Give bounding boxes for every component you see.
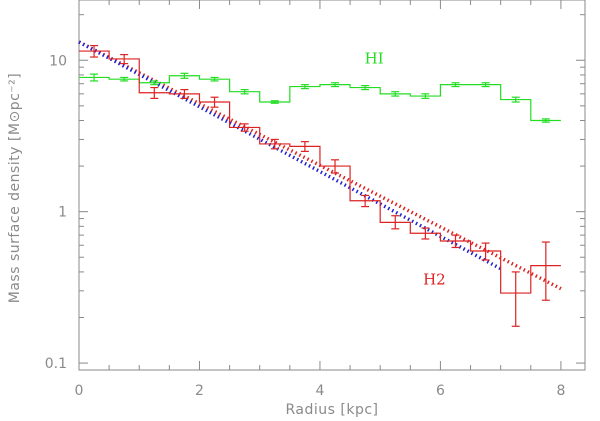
x-tick-label: 0 bbox=[75, 383, 84, 399]
y-tick-label: 1 bbox=[58, 205, 67, 221]
series-layer bbox=[79, 44, 561, 327]
y-tick-label: 10 bbox=[49, 53, 67, 69]
plot-frame bbox=[78, 0, 586, 371]
series-hi bbox=[79, 72, 561, 123]
y-axis-title: Mass surface density [M⊙pc⁻²] bbox=[7, 73, 23, 304]
x-tick-label: 8 bbox=[556, 383, 565, 399]
x-tick-label: 4 bbox=[315, 383, 324, 399]
x-axis-title: Radius [kpc] bbox=[285, 402, 378, 418]
series-label-h2: H2 bbox=[423, 271, 446, 289]
annotation-layer: HI H2 bbox=[365, 50, 446, 289]
x-tick-label: 6 bbox=[436, 383, 445, 399]
step-line bbox=[79, 50, 561, 294]
step-line bbox=[79, 75, 561, 122]
fit-line bbox=[78, 40, 502, 271]
x-tick-label: 2 bbox=[195, 383, 204, 399]
axis-ticks: 0 2 4 6 8 0.1 1 10 bbox=[45, 0, 585, 399]
series-h2 bbox=[79, 44, 561, 327]
series-label-hi: HI bbox=[365, 50, 384, 68]
y-tick-label: 0.1 bbox=[45, 356, 67, 372]
